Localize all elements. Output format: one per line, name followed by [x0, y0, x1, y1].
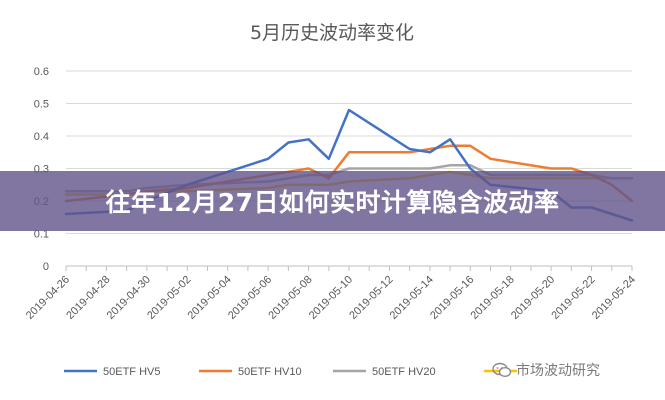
title-banner: 往年12月27日如何实时计算隐含波动率 — [0, 171, 665, 231]
banner-text: 往年12月27日如何实时计算隐含波动率 — [105, 188, 560, 217]
y-tick-label: 0.1 — [34, 229, 49, 241]
watermark-text: 市场波动研究 — [516, 363, 600, 379]
y-axis-ticks: 00.10.20.30.40.50.6 — [34, 66, 49, 273]
y-tick-label: 0 — [43, 261, 49, 273]
y-tick-label: 0.6 — [34, 66, 49, 78]
legend: 50ETF HV5 50ETF HV10 50ETF HV20 — [64, 366, 517, 378]
legend-label: 50ETF HV20 — [372, 366, 436, 378]
y-tick-label: 0.5 — [34, 99, 49, 111]
legend-label: 50ETF HV10 — [238, 366, 302, 378]
x-axis-ticks: 2019-04-262019-04-282019-04-302019-05-02… — [24, 274, 638, 322]
y-tick-label: 0.4 — [34, 131, 49, 143]
x-axis — [65, 266, 633, 271]
wechat-icon — [492, 362, 512, 378]
x-tick-label: 2019-05-24 — [590, 274, 638, 322]
legend-label: 50ETF HV5 — [103, 366, 160, 378]
watermark: 市场波动研究 — [492, 358, 600, 382]
chart-title: 5月历史波动率变化 — [250, 22, 414, 44]
